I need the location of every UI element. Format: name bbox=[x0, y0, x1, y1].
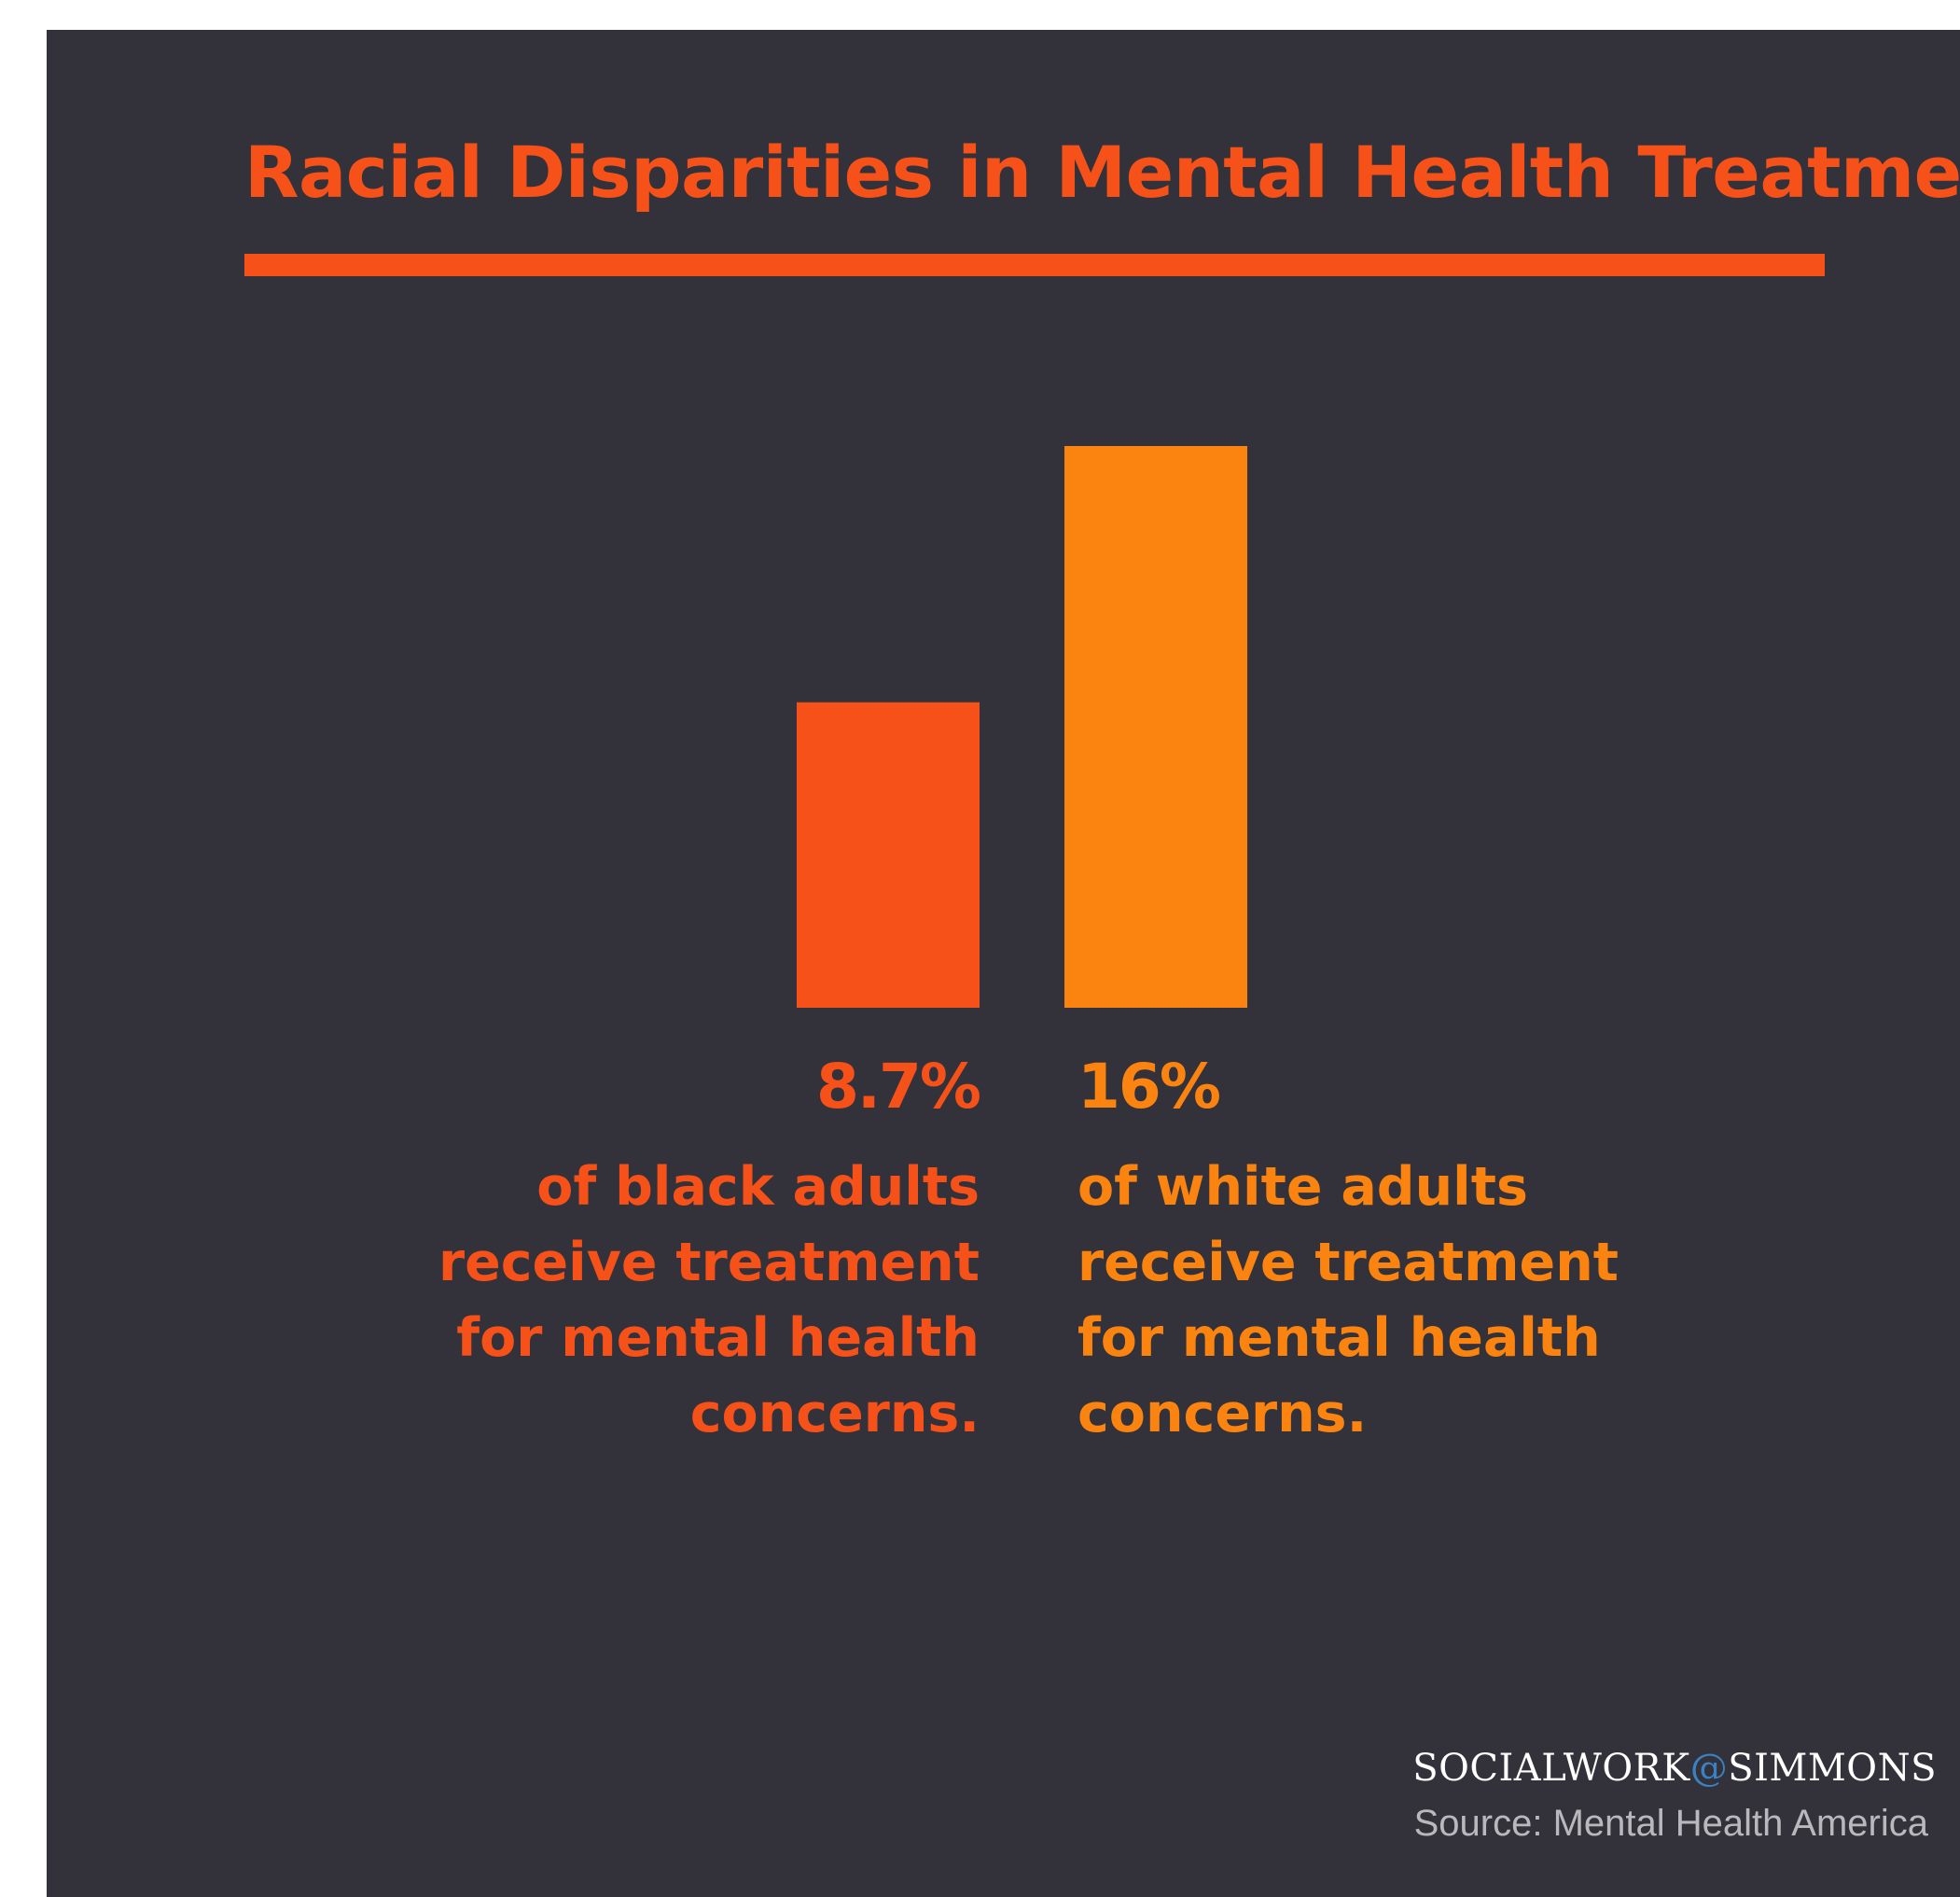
description-line: concerns. bbox=[1077, 1383, 1368, 1444]
infographic-panel bbox=[47, 30, 1960, 1897]
description-line: concerns. bbox=[689, 1383, 980, 1444]
description-line: of white adults bbox=[1077, 1156, 1528, 1218]
description-line: for mental health bbox=[1077, 1307, 1601, 1369]
description-line: receive treatment bbox=[438, 1232, 980, 1293]
description-line: receive treatment bbox=[1077, 1232, 1619, 1293]
value-label-black: 8.7% bbox=[815, 1051, 981, 1123]
chart-title: Racial Disparities in Mental Health Trea… bbox=[244, 131, 1960, 214]
brand-text-left: SOCIALWORK bbox=[1412, 1747, 1690, 1790]
brand-text-right: SIMMONS bbox=[1728, 1747, 1937, 1790]
source-note: Source: Mental Health America bbox=[1413, 1803, 1928, 1844]
title-underline bbox=[244, 254, 1825, 276]
description-line: for mental health bbox=[456, 1307, 980, 1369]
description-white: of white adults receive treatment for me… bbox=[1077, 1150, 1619, 1452]
bar-white-adults bbox=[1064, 446, 1247, 1008]
description-black: of black adults receive treatment for me… bbox=[438, 1150, 980, 1452]
value-label-white: 16% bbox=[1077, 1051, 1221, 1123]
description-line: of black adults bbox=[536, 1156, 980, 1218]
brand-at-sign: @ bbox=[1689, 1747, 1729, 1790]
bar-black-adults bbox=[797, 702, 980, 1008]
brand-logo: SOCIALWORK@SIMMONS bbox=[1412, 1747, 1937, 1790]
